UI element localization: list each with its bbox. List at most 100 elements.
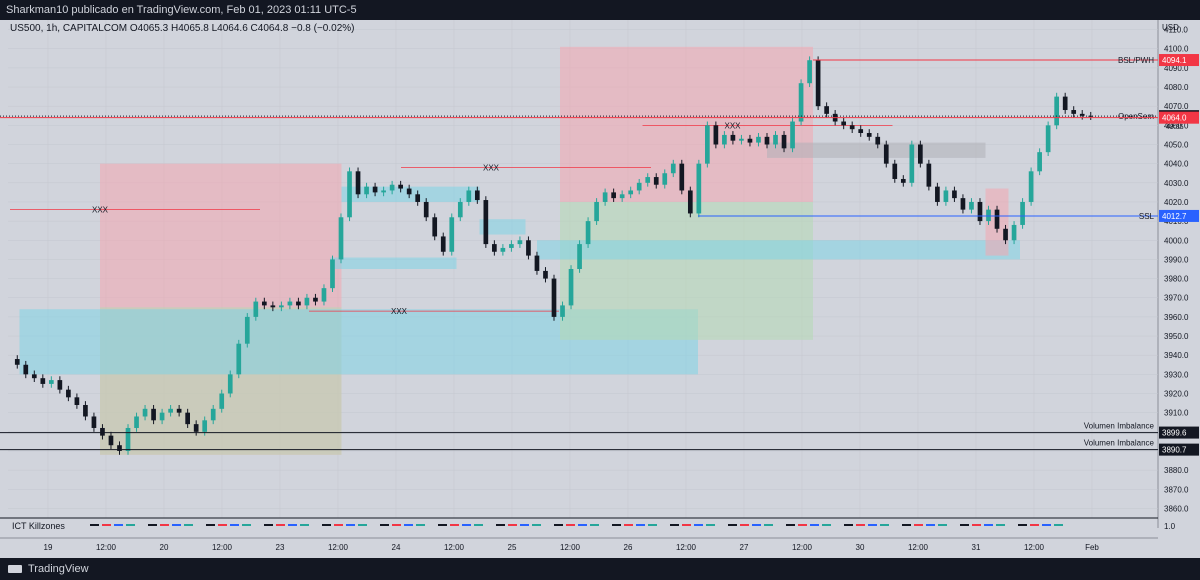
candle-body	[900, 178, 906, 183]
candle-body	[687, 190, 693, 214]
candle-body	[1079, 113, 1085, 116]
candle-body	[261, 301, 267, 306]
candle-body	[406, 188, 412, 195]
candle-body	[100, 427, 105, 436]
candle-body	[670, 163, 676, 174]
candle-body	[159, 412, 165, 421]
candle-body	[517, 240, 523, 245]
candle-body	[994, 209, 1000, 229]
x-tick-label: 12:00	[444, 543, 465, 552]
candle-body	[210, 408, 216, 421]
x-tick-label: 12:00	[560, 543, 581, 552]
tradingview-icon	[8, 565, 22, 574]
zone-box	[560, 46, 813, 202]
candle-body	[935, 186, 940, 202]
candle-body	[977, 201, 983, 222]
tradingview-logo[interactable]: TradingView	[8, 558, 89, 580]
candle-body	[585, 221, 591, 245]
candle-body	[355, 171, 361, 195]
candle-body	[321, 288, 327, 302]
candle-body	[338, 217, 344, 260]
annotation-label: XXX	[483, 163, 500, 172]
candle-body	[142, 408, 148, 417]
candle-body	[244, 316, 250, 344]
indicator-value: 1.0	[1164, 522, 1176, 531]
candle-body	[83, 404, 88, 417]
candle-body	[960, 198, 966, 210]
candle-body	[253, 301, 259, 317]
y-tick-label: 3920.0	[1164, 390, 1189, 399]
level-label: BSL/PWH	[1118, 56, 1154, 65]
x-tick-label: 12:00	[676, 543, 697, 552]
y-tick-label: 3880.0	[1164, 466, 1189, 475]
x-tick-label: 26	[624, 543, 633, 552]
candle-body	[40, 378, 46, 384]
candle-body	[117, 445, 122, 451]
price-tag-label: 3899.6	[1162, 429, 1187, 438]
price-tag-label: 4012.7	[1162, 212, 1187, 221]
candle-body	[577, 244, 582, 269]
candle-body	[602, 192, 608, 202]
candle-body	[662, 173, 668, 185]
x-tick-label: 12:00	[212, 543, 233, 552]
candle-body	[619, 194, 625, 199]
y-tick-label: 3960.0	[1164, 313, 1189, 322]
candle-body	[125, 427, 131, 451]
candle-body	[568, 269, 574, 306]
y-tick-label: 4040.0	[1164, 160, 1189, 169]
candle-body	[415, 194, 421, 202]
candle-body	[696, 163, 702, 214]
candle-body	[151, 408, 156, 421]
candle-body	[543, 270, 548, 279]
y-tick-label: 4050.0	[1164, 141, 1189, 150]
candle-body	[526, 240, 531, 256]
candle-body	[815, 60, 821, 107]
candle-body	[108, 435, 114, 446]
y-tick-label: 3990.0	[1164, 255, 1189, 264]
candle-body	[202, 420, 208, 432]
candle-body	[866, 133, 872, 137]
candle-body	[705, 125, 710, 164]
y-tick-label: 4070.0	[1164, 102, 1189, 111]
x-tick-label: 20	[160, 543, 169, 552]
zone-box	[560, 201, 813, 340]
candle-body	[432, 217, 438, 237]
candle-body	[389, 184, 395, 191]
candle-body	[824, 106, 829, 114]
candle-body	[219, 393, 225, 409]
candle-body	[781, 134, 787, 149]
candle-body	[31, 374, 37, 379]
candle-body	[909, 144, 915, 183]
candle-body	[969, 201, 974, 210]
candle-body	[185, 412, 190, 425]
y-tick-label: 4000.0	[1164, 236, 1189, 245]
level-label: Volumen Imbalance	[1084, 439, 1155, 448]
level-label: Volumen Imbalance	[1084, 422, 1155, 431]
price-tag	[1159, 209, 1199, 222]
candle-body	[747, 138, 753, 143]
price-tag-label: 3890.7	[1162, 446, 1187, 455]
annotation-label: XXX	[724, 121, 741, 130]
candle-body	[48, 380, 54, 384]
candle-body	[57, 380, 63, 390]
candle-body	[1037, 152, 1042, 172]
annotation-label: XXX	[92, 206, 109, 215]
x-tick-label: 30	[856, 543, 865, 552]
candle-body	[270, 305, 276, 308]
candle-body	[560, 305, 565, 317]
x-tick-label: 25	[508, 543, 517, 552]
countdown-label: 48:35	[1166, 124, 1184, 131]
y-tick-label: 4080.0	[1164, 83, 1189, 92]
ohlc-values: O4065.3 H4065.8 L4064.6 C4064.8 −0.8 (−0…	[129, 23, 355, 34]
candle-body	[790, 121, 795, 149]
brand-label: TradingView	[28, 563, 89, 575]
candle-body	[849, 125, 855, 130]
candle-body	[168, 408, 173, 413]
candle-body	[500, 247, 506, 252]
price-chart[interactable]: USD3860.03870.03880.03890.03900.03910.03…	[0, 20, 1200, 558]
candle-body	[722, 134, 727, 145]
candle-body	[176, 408, 182, 413]
candle-body	[739, 138, 744, 141]
candle-body	[875, 136, 881, 145]
candle-body	[653, 177, 659, 185]
